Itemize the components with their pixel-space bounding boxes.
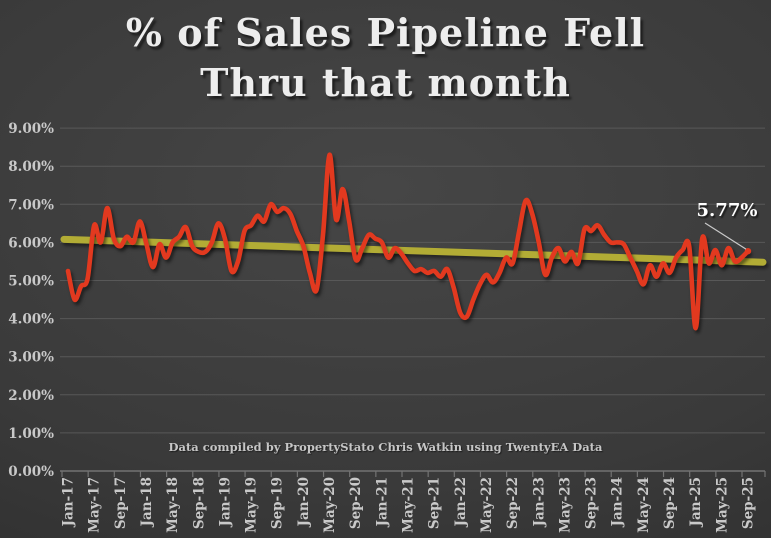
y-axis-tick-label: 7.00% — [8, 197, 54, 213]
x-axis-tick-label: Sep-20 — [348, 477, 364, 529]
x-axis-tick-label: Jan-21 — [374, 477, 390, 527]
x-axis-tick-label: May-20 — [322, 477, 338, 533]
x-axis-tick-label: May-23 — [557, 477, 573, 533]
y-axis-tick-label: 0.00% — [8, 464, 54, 480]
x-axis-tick-label: Sep-21 — [427, 477, 443, 529]
x-axis-tick-label: Sep-22 — [505, 477, 521, 529]
x-axis-tick-label: May-24 — [636, 477, 652, 533]
x-axis-tick-label: Sep-17 — [113, 477, 129, 529]
pipeline-fallthrough-line — [65, 152, 751, 331]
x-axis-tick-label: Jan-24 — [610, 477, 626, 527]
y-axis-tick-label: 6.00% — [8, 235, 54, 251]
y-axis-tick-label: 2.00% — [8, 388, 54, 404]
x-axis-tick-label: Jan-22 — [453, 477, 469, 527]
x-axis-tick-label: May-18 — [165, 477, 181, 533]
y-axis-tick-label: 8.00% — [8, 159, 54, 175]
x-axis-tick-label: Jan-20 — [296, 477, 312, 527]
x-axis-tick-label: Jan-19 — [217, 477, 233, 527]
x-axis-tick-label: May-21 — [401, 477, 417, 533]
x-axis-tick-label: May-19 — [244, 477, 260, 533]
x-axis-tick-label: May-17 — [87, 477, 103, 533]
x-axis-tick-label: Sep-19 — [270, 477, 286, 529]
y-axis-tick-label: 9.00% — [8, 121, 54, 137]
x-axis-tick-label: Jan-23 — [531, 477, 547, 527]
x-axis-tick-label: May-25 — [714, 477, 730, 533]
x-axis-tick-label: Jan-18 — [139, 477, 155, 527]
trendline — [60, 235, 767, 266]
x-axis-tick-label: May-22 — [479, 477, 495, 533]
y-axis-tick-label: 1.00% — [8, 426, 54, 442]
last-data-point-marker — [744, 247, 752, 255]
y-axis-tick-label: 5.00% — [8, 274, 54, 290]
data-source-caption: Data compiled by PropertyStato Chris Wat… — [168, 440, 603, 454]
annotation-leader-line — [704, 222, 747, 250]
chart-title-line1: % of Sales Pipeline Fell — [125, 10, 646, 55]
x-axis-tick-label: Sep-25 — [741, 477, 757, 529]
x-axis-tick-label: Sep-23 — [584, 477, 600, 529]
y-axis-tick-label: 3.00% — [8, 350, 54, 366]
y-axis-tick-label: 4.00% — [8, 312, 54, 328]
x-axis-tick-label: Sep-18 — [191, 477, 207, 529]
x-axis-tick-label: Jan-17 — [61, 477, 77, 527]
last-value-annotation: 5.77% — [697, 200, 758, 221]
x-axis-tick-label: Sep-24 — [662, 477, 678, 529]
x-axis-tick-label: Jan-25 — [688, 477, 704, 527]
chart-title: % of Sales Pipeline Fell Thru that month — [0, 8, 771, 108]
chart-title-line2: Thru that month — [200, 60, 571, 105]
